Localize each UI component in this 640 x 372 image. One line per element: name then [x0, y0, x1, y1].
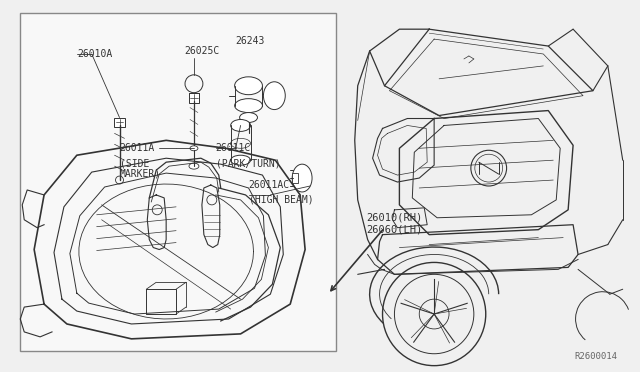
Bar: [20, 13, 336, 351]
Text: 26011A: 26011A: [120, 143, 155, 153]
Bar: [113, 118, 125, 128]
Bar: [292, 173, 298, 183]
Text: (SIDE: (SIDE: [120, 158, 149, 168]
Ellipse shape: [230, 119, 250, 131]
Ellipse shape: [189, 163, 199, 169]
Ellipse shape: [264, 82, 285, 110]
Ellipse shape: [292, 164, 312, 192]
Text: (PARK/TURN): (PARK/TURN): [216, 158, 280, 168]
Text: 26060(LH): 26060(LH): [367, 225, 423, 235]
Text: 26011AC: 26011AC: [248, 180, 290, 190]
Text: 26010A: 26010A: [77, 49, 112, 59]
Ellipse shape: [235, 77, 262, 95]
Ellipse shape: [230, 155, 250, 165]
Text: 26011C: 26011C: [216, 143, 251, 153]
Ellipse shape: [190, 146, 198, 151]
Text: (HIGH BEAM): (HIGH BEAM): [248, 195, 313, 205]
Text: 26243: 26243: [236, 36, 265, 46]
Text: MARKER): MARKER): [120, 168, 161, 178]
Text: 26025C: 26025C: [184, 46, 220, 56]
Bar: [189, 93, 199, 103]
Text: 26010(RH): 26010(RH): [367, 213, 423, 223]
Text: R2600014: R2600014: [575, 352, 618, 361]
Ellipse shape: [239, 113, 257, 122]
Ellipse shape: [235, 99, 262, 113]
